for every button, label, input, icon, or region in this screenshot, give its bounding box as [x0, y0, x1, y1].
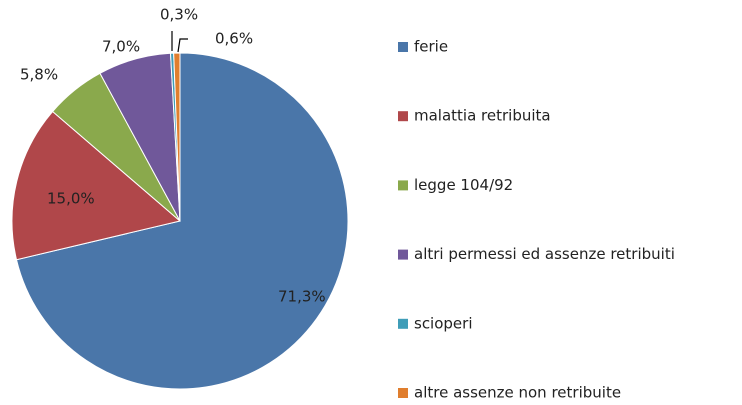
legend-label: ferie	[414, 38, 448, 56]
legend-swatch	[398, 318, 408, 329]
data-labels: 71,3% 15,0% 5,8% 7,0% 0,3% 0,6%	[20, 6, 326, 306]
data-label: 5,8%	[20, 66, 58, 84]
legend-label: scioperi	[414, 314, 473, 332]
legend: ferie malattia retribuita legge 104/92 altr…	[398, 38, 675, 402]
legend-label: legge 104/92	[414, 176, 513, 194]
legend-label: altri permessi ed assenze retribuiti	[414, 245, 675, 263]
legend-swatch	[398, 180, 408, 191]
pie	[11, 52, 349, 390]
data-label: 0,3%	[160, 6, 198, 24]
data-label: 71,3%	[278, 288, 326, 306]
pie-slice	[11, 110, 182, 261]
data-label: 7,0%	[102, 38, 140, 56]
pie-slice	[173, 52, 181, 222]
legend-swatch	[398, 111, 408, 122]
data-label: 15,0%	[47, 190, 95, 208]
legend-swatch	[398, 249, 408, 260]
legend-swatch	[398, 42, 408, 52]
legend-label: malattia retribuita	[414, 107, 551, 125]
legend-swatch	[398, 388, 408, 398]
leader-line	[177, 38, 188, 53]
legend-label: altre assenze non retribuite	[414, 384, 621, 402]
pie-slice	[15, 52, 349, 390]
data-label: 0,6%	[215, 30, 253, 48]
